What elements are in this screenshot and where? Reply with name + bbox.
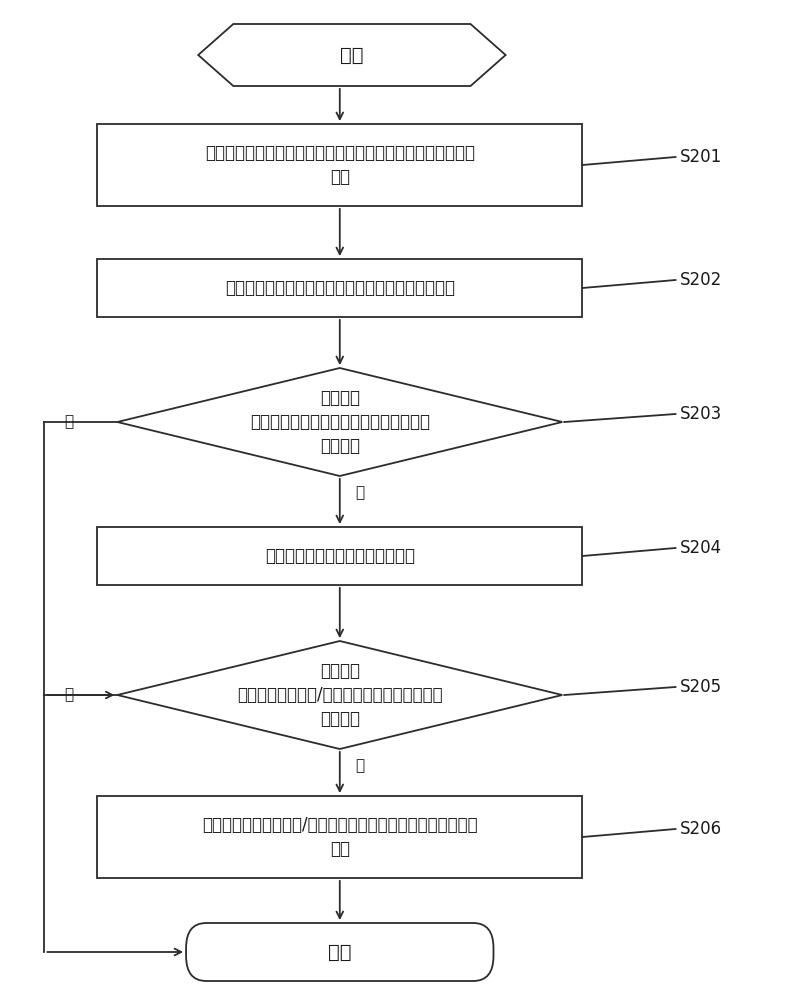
Text: 是: 是 (355, 758, 365, 774)
Text: 判断是否
存在属于状态栏和/或虚拟按键栏内的目标单位
显示区域: 判断是否 存在属于状态栏和/或虚拟按键栏内的目标单位 显示区域 (237, 662, 443, 728)
Text: 降低所述目标单位显示区域的亮度: 降低所述目标单位显示区域的亮度 (265, 547, 415, 565)
Bar (97, 796, 582, 878)
Text: 否: 否 (64, 688, 74, 702)
Text: 确定其温度值高于预设温度阈值的目标单位显示区域: 确定其温度值高于预设温度阈值的目标单位显示区域 (225, 279, 455, 297)
Text: 结束: 结束 (328, 942, 352, 962)
Text: 通过各个所述温度传感器对应检测各个所述单位显示区域的温
度值: 通过各个所述温度传感器对应检测各个所述单位显示区域的温 度值 (205, 144, 475, 186)
Text: S202: S202 (680, 271, 722, 289)
Bar (97, 527, 582, 585)
Text: 否: 否 (64, 414, 74, 430)
Text: S206: S206 (680, 820, 722, 838)
Text: 开始: 开始 (340, 45, 364, 64)
Text: 是: 是 (355, 486, 365, 500)
Text: 判断所述
显示屏当前所处的亮度等级是否低于预设
亮度等级: 判断所述 显示屏当前所处的亮度等级是否低于预设 亮度等级 (250, 389, 430, 455)
Bar (97, 259, 582, 317)
Text: S204: S204 (680, 539, 722, 557)
Text: S203: S203 (680, 405, 722, 423)
Text: 降低所述属于状态栏和/或虚拟按键栏内的目标单位显示区域的
亮度: 降低所述属于状态栏和/或虚拟按键栏内的目标单位显示区域的 亮度 (202, 816, 477, 858)
Text: S201: S201 (680, 148, 722, 166)
Bar (97, 124, 582, 206)
Text: S205: S205 (680, 678, 722, 696)
